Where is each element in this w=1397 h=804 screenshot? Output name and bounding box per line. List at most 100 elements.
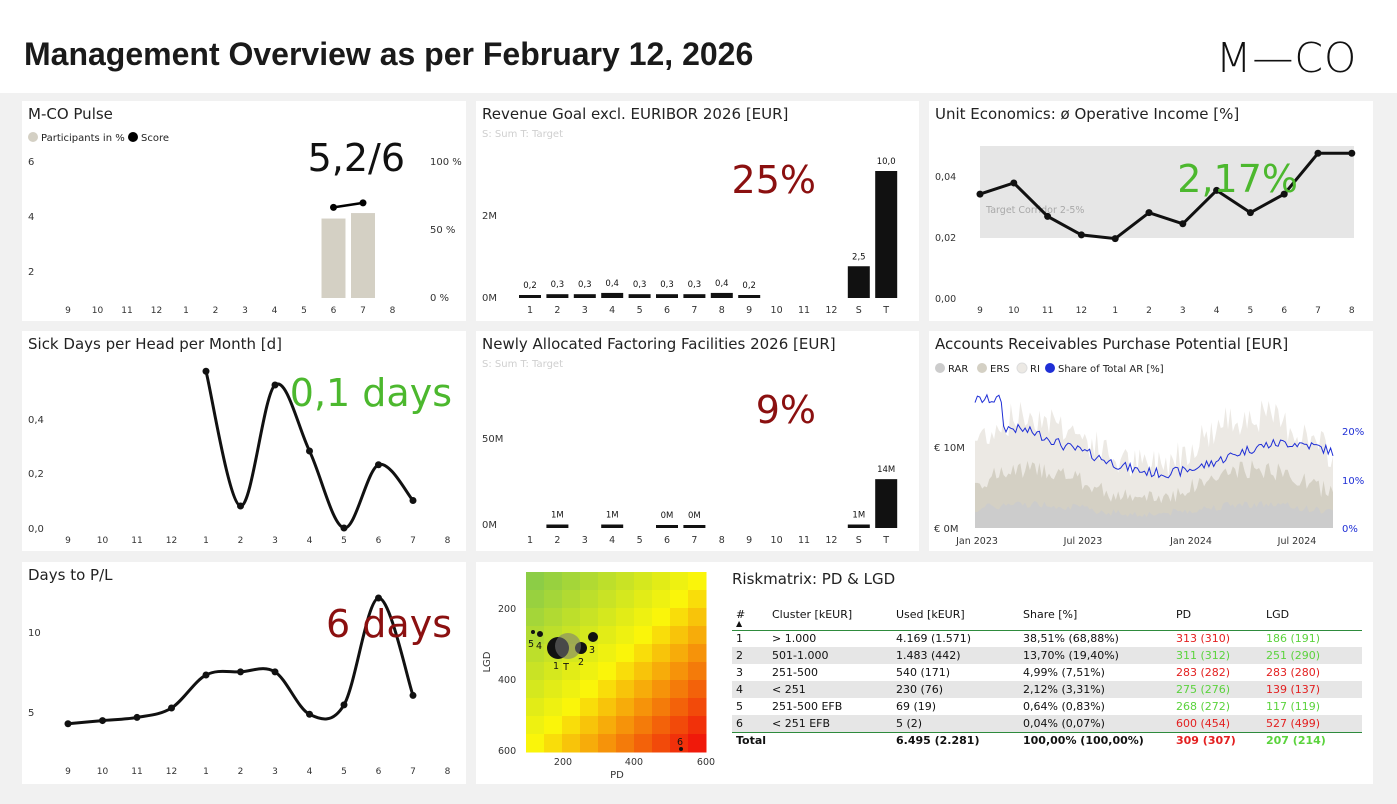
- table-row[interactable]: 4 < 251 230 (76) 2,12% (3,31%) 275 (276) 139 …: [732, 681, 1362, 698]
- cluster-bubble: [679, 747, 683, 751]
- heat-cell: [652, 662, 671, 681]
- y-tick-label: 10: [28, 628, 41, 639]
- table-row[interactable]: 6 < 251 EFB 5 (2) 0,04% (0,07%) 600 (454) 527…: [732, 715, 1362, 732]
- heat-cell: [634, 626, 653, 645]
- x-tick-label: 11: [131, 767, 142, 777]
- heat-cell: [670, 734, 689, 753]
- x-tick-label: 8: [1349, 306, 1355, 316]
- row-number: 6: [732, 715, 768, 732]
- x-tick-label: 3: [272, 536, 278, 546]
- total-row[interactable]: Total 6.495 (2.281) 100,00% (100,00%) 309 (…: [732, 731, 1362, 749]
- table-row[interactable]: 3 251-500 540 (171) 4,99% (7,51%) 283 (282) 2…: [732, 664, 1362, 681]
- data-point: [202, 671, 210, 679]
- heat-cell: [616, 716, 635, 735]
- col-header-share[interactable]: Share [%]: [1019, 608, 1172, 631]
- x-tick-label: 9: [65, 767, 71, 777]
- heat-cell: [580, 698, 599, 717]
- cluster-label: T: [562, 662, 569, 673]
- data-point: [271, 381, 279, 389]
- x-tick-label: 8: [719, 305, 725, 316]
- x-tick-label: 10: [97, 536, 109, 546]
- cell-lgd: 283 (280): [1266, 666, 1321, 679]
- sick-days-card[interactable]: Sick Days per Head per Month [d] 0,4 0,2 0…: [22, 331, 466, 551]
- cell-share: 38,51% (68,88%): [1023, 632, 1119, 646]
- bar-data-label: 14M: [877, 465, 895, 475]
- score-line: [333, 201, 364, 209]
- bar-data-label: 0,4: [715, 279, 729, 289]
- col-header-cluster[interactable]: Cluster [kEUR]: [768, 608, 892, 631]
- col-header-number[interactable]: # ▲: [732, 608, 768, 631]
- x-tick-label: Jul 2024: [1277, 536, 1317, 547]
- data-point: [1348, 149, 1356, 157]
- sort-ascending-icon[interactable]: ▲: [736, 619, 743, 628]
- data-point: [1246, 209, 1254, 217]
- factoring-card[interactable]: Newly Allocated Factoring Facilities 202…: [476, 331, 919, 551]
- row-number: 5: [736, 700, 743, 713]
- heat-cell: [670, 626, 689, 645]
- heat-cell: [526, 734, 545, 753]
- heat-cell: [652, 590, 671, 609]
- cell-cluster: > 1.000: [772, 632, 817, 646]
- risk-matrix-chart: 200 400 600 200 400 600 PD LGD 1 23 45 6 T: [482, 572, 715, 781]
- heat-cell: [598, 734, 617, 753]
- heat-cell: [544, 698, 563, 717]
- days-pl-card[interactable]: Days to P/L 10 5 9 10 11 12 1 2 3 4 5 6 7 8 6 days: [22, 562, 466, 784]
- receivables-card[interactable]: Accounts Receivables Purchase Potential …: [929, 331, 1373, 551]
- cluster-bubble: [555, 633, 581, 659]
- legend-label: ERS: [990, 364, 1010, 375]
- cell-pd: 311 (312): [1172, 647, 1262, 664]
- bar-data-label: 1M: [606, 511, 619, 521]
- share-line: [974, 393, 1334, 479]
- x-tick-label: 5: [341, 767, 347, 777]
- data-point: [409, 497, 417, 504]
- data-point: [1314, 149, 1322, 157]
- col-header-lgd[interactable]: LGD: [1262, 608, 1362, 631]
- data-point: [237, 668, 244, 676]
- bar-data-label: 1M: [852, 511, 865, 521]
- heat-cell: [652, 626, 671, 645]
- cell-share: 4,99% (7,51%): [1023, 666, 1105, 679]
- heat-cell: [562, 572, 581, 591]
- x-tick-label: 11: [1042, 306, 1053, 316]
- heat-cell: [580, 734, 599, 753]
- x-tick-label: 5: [1248, 306, 1254, 316]
- value-bar: [573, 294, 596, 298]
- col-header-pd[interactable]: PD: [1172, 608, 1262, 631]
- x-tick-label: 2: [554, 305, 560, 316]
- heat-cell: [652, 608, 671, 627]
- cluster-label: 5: [528, 639, 534, 650]
- row-number: Total: [732, 731, 768, 749]
- y2-tick-label: 0 %: [430, 293, 449, 304]
- heat-cell: [688, 680, 707, 699]
- value-bar: [875, 479, 898, 528]
- unit-economics-card[interactable]: Unit Economics: ø Operative Income [%] T…: [929, 101, 1373, 321]
- card-title: Accounts Receivables Purchase Potential …: [935, 335, 1289, 353]
- data-point: [1044, 212, 1052, 220]
- x-tick-label: 11: [798, 535, 810, 546]
- table-row[interactable]: 1 > 1.000 4.169 (1.571) 38,51% (68,88%) 313 …: [732, 630, 1362, 647]
- heat-cell: [634, 590, 653, 609]
- revenue-card[interactable]: Revenue Goal excl. EURIBOR 2026 [EUR] S:…: [476, 101, 919, 321]
- cell-share: 2,12% (3,31%): [1019, 681, 1172, 698]
- data-point: [409, 691, 417, 699]
- pulse-card[interactable]: M-CO Pulse Participants in % Score 6 4 2 100 …: [22, 101, 466, 321]
- cell-used: 6.495 (2.281): [892, 731, 1019, 749]
- x-tick-label: 5: [637, 535, 643, 546]
- heat-cell: [670, 608, 689, 627]
- data-point: [133, 713, 141, 721]
- x-tick-label: 8: [719, 535, 725, 546]
- heat-cell: [598, 716, 617, 735]
- table-row[interactable]: 2 501-1.000 1.483 (442) 13,70% (19,40%) 311 …: [732, 647, 1362, 664]
- x-tick-label: 600: [697, 757, 715, 768]
- row-number: 3: [736, 666, 743, 679]
- cell-lgd: 251 (290): [1262, 647, 1362, 664]
- cell-pd: 283 (282): [1176, 666, 1231, 679]
- table-row[interactable]: 5 251-500 EFB 69 (19) 0,64% (0,83%) 268 (272…: [732, 698, 1362, 715]
- cell-used: 1.483 (442): [892, 647, 1019, 664]
- cell-used: 540 (171): [896, 666, 951, 679]
- y2-tick-label: 50 %: [430, 225, 455, 236]
- col-header-used[interactable]: Used [kEUR]: [892, 608, 1019, 631]
- y2-tick-label: 0%: [1342, 524, 1358, 535]
- x-tick-label: 3: [1180, 306, 1186, 316]
